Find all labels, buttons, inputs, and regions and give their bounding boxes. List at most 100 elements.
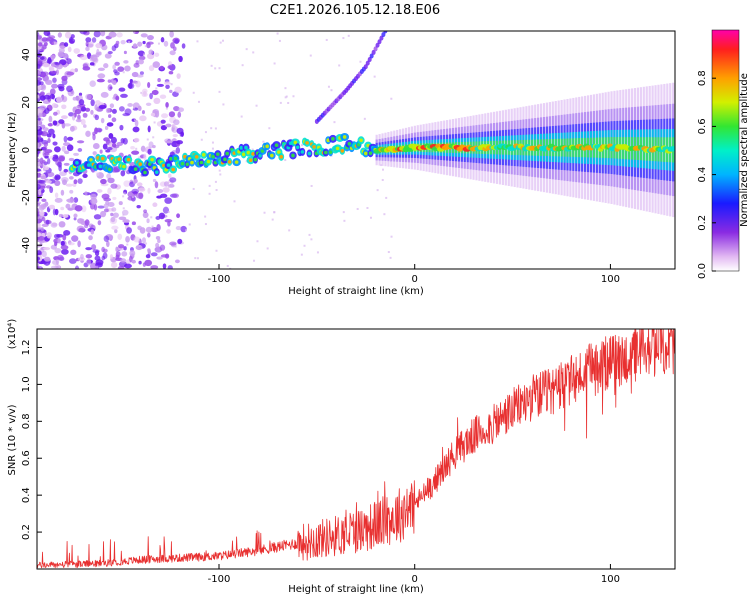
spectrogram-noise-cell <box>118 201 123 206</box>
spectrogram-speck <box>132 106 135 109</box>
spectrogram-noise-cell <box>114 71 120 76</box>
colorbar-label: Normalized spectral amplitude <box>739 73 750 227</box>
spectrogram-ridge-core <box>305 141 309 145</box>
spectrogram-noise-cell <box>111 117 117 123</box>
spectrogram-ridge-core <box>234 160 239 164</box>
spectrogram-speck <box>262 140 265 143</box>
spectrogram-y-tick-label: 0 <box>21 147 32 153</box>
spectrogram-noise-cell <box>121 251 128 257</box>
spectrogram-ridge-core <box>201 152 206 157</box>
spectrogram-noise-cell <box>54 197 63 203</box>
spectrogram-noise-cell <box>142 40 146 45</box>
spectrogram-noise-cell <box>37 63 41 70</box>
spectrogram-noise-cell <box>117 66 125 72</box>
spectrogram-ridge-core <box>206 159 211 164</box>
spectrogram-speck <box>196 40 199 43</box>
spectrogram-speck <box>256 240 259 243</box>
spectrogram-speck <box>292 95 295 98</box>
spectrogram-noise-cell <box>68 176 74 180</box>
spectrogram-noise-cell <box>112 196 117 200</box>
snr-y-tick-label: 0.8 <box>21 413 32 429</box>
spectrogram-noise-cell <box>130 146 135 150</box>
spectrogram-noise-cell <box>37 94 40 99</box>
spectrogram-noise-cell <box>90 202 95 210</box>
spectrogram-noise-cell <box>48 67 55 72</box>
spectrogram-noise-cell <box>40 175 47 180</box>
spectrogram-noise-cell <box>97 67 105 72</box>
spectrogram-noise-cell <box>54 192 59 199</box>
spectrogram-speck <box>208 184 211 187</box>
spectrogram-noise-cell <box>124 65 131 72</box>
spectrogram-noise-cell <box>37 136 40 144</box>
spectrogram-noise-cell <box>115 251 121 258</box>
spectrogram-noise-cell <box>91 37 97 43</box>
spectrogram-noise-cell <box>173 119 180 126</box>
spectrogram-noise-cell <box>111 207 117 212</box>
spectrogram-ridge-core <box>171 167 176 172</box>
spectrogram-noise-cell <box>168 71 174 75</box>
colorbar: 0.0 0.2 0.4 0.6 0.8 Normalized spectral ampl… <box>697 29 750 279</box>
spectrogram-noise-cell <box>174 259 180 264</box>
spectrogram-noise-cell <box>108 132 114 139</box>
spectrogram-speck <box>172 125 175 128</box>
spectrogram-noise-cell <box>90 197 98 205</box>
spectrogram-noise-cell <box>84 191 88 196</box>
snr-y-multiplier: (x10⁴) <box>7 319 18 350</box>
spectrogram-noise-cell <box>54 180 61 187</box>
spectrogram-noise-cell <box>137 41 143 47</box>
spectrogram-noise-cell <box>103 208 109 213</box>
spectrogram-noise-cell <box>61 95 68 103</box>
spectrogram-noise-cell <box>70 34 75 39</box>
spectrogram-ridge-core <box>342 135 347 139</box>
spectrogram-ridge-core <box>100 156 105 161</box>
spectrogram-noise-cell <box>72 96 77 101</box>
spectrogram-noise-cell <box>103 235 110 242</box>
spectrogram-branch-cell <box>383 31 388 34</box>
spectrogram-speck <box>218 169 221 172</box>
spectrogram-speck <box>146 138 149 141</box>
spectrogram-noise-cell <box>57 32 62 38</box>
spectrogram-ridge-core <box>227 160 232 164</box>
spectrogram-ridge-core <box>270 153 274 158</box>
spectrogram-noise-cell <box>37 183 41 191</box>
spectrogram-ridge-core <box>328 150 333 155</box>
spectrogram-noise-cell <box>43 247 51 251</box>
spectrogram-ridge-core <box>359 138 363 143</box>
spectrogram-noise-cell <box>80 106 87 112</box>
spectrogram-noise-cell <box>156 256 163 260</box>
spectrogram-noise-cell <box>141 110 145 115</box>
spectrogram-noise-cell <box>37 35 42 40</box>
spectrogram-noise-cell <box>78 227 85 233</box>
spectrogram-noise-cell <box>179 131 184 137</box>
spectrogram-noise-cell <box>39 56 45 60</box>
spectrogram-noise-cell <box>160 37 165 43</box>
spectrogram-noise-cell <box>42 62 50 68</box>
spectrogram-noise-cell <box>37 198 40 202</box>
spectrogram-noise-cell <box>95 172 100 176</box>
spectrogram-noise-cell <box>44 256 51 262</box>
spectrogram-ridge-core <box>89 158 93 162</box>
spectrogram-noise-cell <box>94 114 99 121</box>
spectrogram-noise-cell <box>37 125 41 130</box>
spectrogram-noise-cell <box>49 35 56 40</box>
spectrogram-branch-cell <box>369 53 374 59</box>
spectrogram-ridge-core <box>180 161 185 166</box>
spectrogram-noise-cell <box>154 52 160 57</box>
spectrogram-noise-cell <box>60 240 65 247</box>
spectrogram-noise-cell <box>89 55 98 62</box>
spectrogram-speck <box>211 141 214 144</box>
spectrogram-speck <box>128 41 131 44</box>
spectrogram-speck <box>373 75 376 78</box>
spectrogram-speck <box>204 131 207 134</box>
spectrogram-noise-cell <box>94 127 98 135</box>
spectrogram-noise-cell <box>168 111 176 118</box>
spectrogram-noise-cell <box>94 265 99 269</box>
spectrogram-noise-cell <box>49 186 54 194</box>
spectrogram-speck <box>376 189 379 192</box>
spectrogram-speck <box>151 225 154 228</box>
spectrogram-noise-cell <box>58 155 65 162</box>
spectrogram-noise-cell <box>169 177 177 183</box>
spectrogram-noise-cell <box>44 166 50 171</box>
spectrogram-noise-cell <box>39 95 46 101</box>
spectrogram-ridge-core <box>117 157 121 162</box>
